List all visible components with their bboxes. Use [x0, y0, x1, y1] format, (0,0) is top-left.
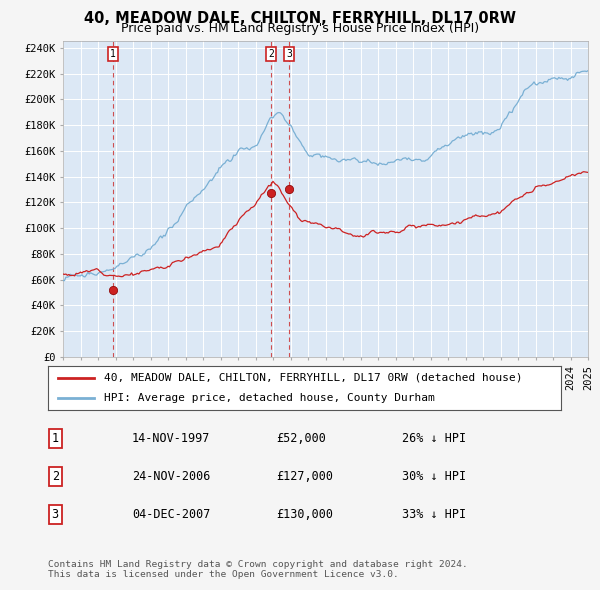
Text: 40, MEADOW DALE, CHILTON, FERRYHILL, DL17 0RW (detached house): 40, MEADOW DALE, CHILTON, FERRYHILL, DL1… [104, 373, 523, 383]
Text: 24-NOV-2006: 24-NOV-2006 [132, 470, 211, 483]
Text: 3: 3 [52, 508, 59, 522]
Text: £130,000: £130,000 [276, 508, 333, 522]
Text: Price paid vs. HM Land Registry's House Price Index (HPI): Price paid vs. HM Land Registry's House … [121, 22, 479, 35]
Text: 30% ↓ HPI: 30% ↓ HPI [402, 470, 466, 483]
Text: 26% ↓ HPI: 26% ↓ HPI [402, 431, 466, 445]
Text: 3: 3 [286, 49, 292, 59]
Text: 14-NOV-1997: 14-NOV-1997 [132, 431, 211, 445]
Text: Contains HM Land Registry data © Crown copyright and database right 2024.
This d: Contains HM Land Registry data © Crown c… [48, 560, 468, 579]
Text: 33% ↓ HPI: 33% ↓ HPI [402, 508, 466, 522]
Text: 1: 1 [52, 431, 59, 445]
Text: 40, MEADOW DALE, CHILTON, FERRYHILL, DL17 0RW: 40, MEADOW DALE, CHILTON, FERRYHILL, DL1… [84, 11, 516, 25]
Text: £52,000: £52,000 [276, 431, 326, 445]
Text: HPI: Average price, detached house, County Durham: HPI: Average price, detached house, Coun… [104, 393, 435, 403]
Text: £127,000: £127,000 [276, 470, 333, 483]
Text: 04-DEC-2007: 04-DEC-2007 [132, 508, 211, 522]
Text: 1: 1 [110, 49, 116, 59]
Text: 2: 2 [52, 470, 59, 483]
Text: 2: 2 [268, 49, 274, 59]
